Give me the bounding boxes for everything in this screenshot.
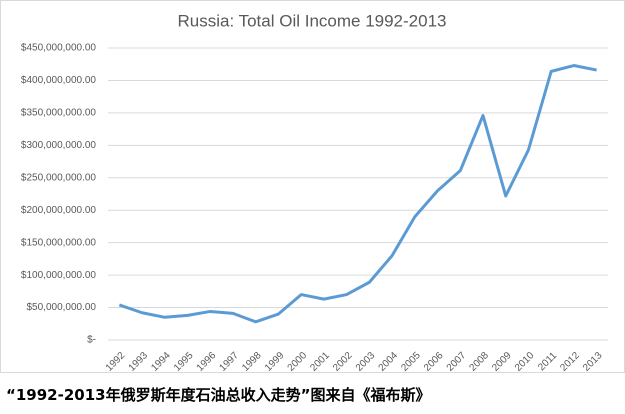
- y-tick-label: $250,000,000.00: [21, 172, 97, 183]
- y-tick-label: $100,000,000.00: [21, 270, 97, 281]
- chart-border: [0, 0, 625, 373]
- y-tick-label: $-: [87, 335, 96, 346]
- y-tick-label: $50,000,000.00: [26, 302, 96, 313]
- y-tick-label: $200,000,000.00: [21, 205, 97, 216]
- chart-title: Russia: Total Oil Income 1992-2013: [177, 11, 446, 30]
- y-tick-label: $350,000,000.00: [21, 108, 97, 119]
- data-line: [118, 64, 597, 324]
- y-tick-label: $400,000,000.00: [21, 75, 97, 86]
- y-tick-label: $450,000,000.00: [21, 43, 97, 54]
- y-tick-label: $150,000,000.00: [21, 237, 97, 248]
- chart: Russia: Total Oil Income 1992-2013 $- $50…: [0, 0, 625, 374]
- y-tick-label: $300,000,000.00: [21, 140, 97, 151]
- caption: “1992-2013年俄罗斯年度石油总收入走势”图来自《福布斯》: [6, 386, 431, 404]
